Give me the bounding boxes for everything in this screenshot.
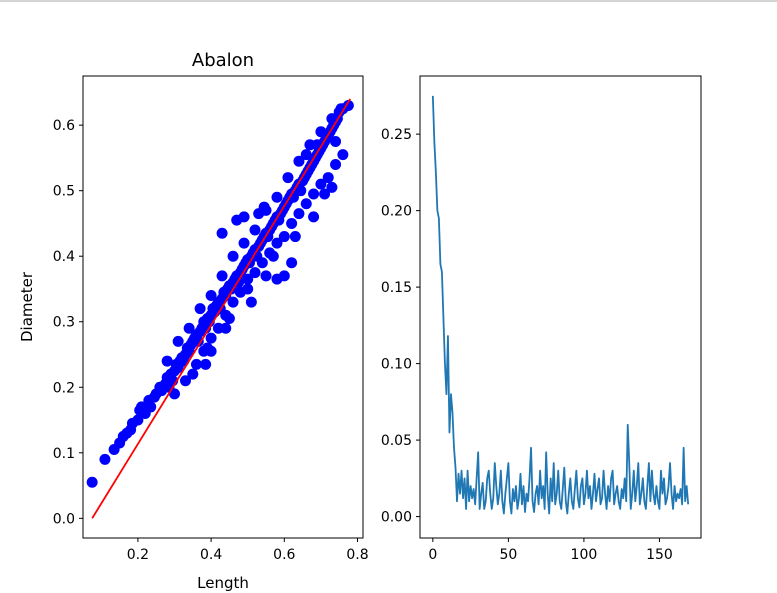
left-y-tick-label: 0.2: [53, 380, 75, 396]
scatter-point: [216, 270, 228, 282]
scatter-point: [300, 198, 312, 210]
scatter-point: [335, 103, 347, 115]
scatter-point: [238, 237, 250, 249]
regression-line: [91, 98, 351, 519]
scatter-point: [295, 185, 307, 197]
scatter-point: [242, 273, 254, 285]
scatter-point: [278, 270, 290, 282]
scatter-point: [293, 155, 305, 167]
scatter-point: [249, 267, 261, 279]
scatter-point: [330, 158, 342, 170]
scatter-point: [326, 181, 338, 193]
scatter-point: [315, 126, 327, 138]
scatter-point: [192, 335, 204, 347]
right-y-tick-label: 0.05: [381, 433, 412, 449]
window-top-border: [0, 0, 777, 2]
scatter-point: [227, 250, 239, 262]
right-x-tick-label: 100: [571, 547, 598, 563]
left-y-tick-label: 0.5: [53, 184, 75, 200]
scatter-point: [308, 211, 320, 223]
right-axes-frame: [419, 75, 702, 539]
scatter-point: [86, 476, 98, 488]
right-y-tick-label: 0.15: [381, 280, 412, 296]
scatter-point: [256, 257, 268, 269]
scatter-point: [330, 136, 342, 148]
left-x-ticks: 0.2 0.4 0.6 0.8: [127, 538, 369, 563]
left-x-tick-label: 0.4: [200, 547, 222, 563]
left-y-tick-label: 0.6: [53, 118, 75, 134]
scatter-point: [99, 453, 111, 465]
scatter-point: [223, 312, 235, 324]
scatter-point: [172, 335, 184, 347]
left-y-tick-label: 0.0: [53, 511, 75, 527]
scatter-point: [242, 283, 254, 295]
scatter-point: [161, 355, 173, 367]
left-x-tick-label: 0.8: [346, 547, 368, 563]
scatter-point: [227, 296, 239, 308]
scatter-point: [326, 113, 338, 125]
scatter-point: [289, 231, 301, 243]
scatter-point: [286, 217, 298, 229]
left-x-tick-label: 0.2: [127, 547, 149, 563]
scatter-point: [205, 332, 217, 344]
right-y-tick-label: 0.00: [381, 510, 412, 526]
scatter-point: [169, 388, 181, 400]
left-chart-title: Abalon: [192, 50, 254, 71]
scatter-point: [190, 358, 202, 370]
scatter-point: [145, 401, 157, 413]
scatter-point: [200, 358, 212, 370]
right-line-series-group: [431, 95, 690, 515]
left-x-axis-label: Length: [197, 574, 249, 592]
right-subplot: 0 50 100 150 0.00 0.05 0.10 0.15 0.20 0.25: [381, 75, 702, 563]
scatter-point: [187, 368, 199, 380]
left-y-ticks: 0.0 0.1 0.2 0.3 0.4 0.5 0.6: [53, 118, 83, 527]
right-y-tick-label: 0.10: [381, 357, 412, 373]
left-y-axis-label: Diameter: [18, 271, 36, 342]
left-subplot: 0.2 0.4 0.6 0.8 0.0 0.1 0.2 0.3 0.4 0.5 0.6 Abalo…: [18, 50, 369, 592]
scatter-point: [271, 237, 283, 249]
scatter-point: [245, 296, 257, 308]
scatter-point: [337, 149, 349, 161]
scatter-point: [308, 188, 320, 200]
left-x-tick-label: 0.6: [273, 547, 295, 563]
scatter-point: [282, 172, 294, 184]
loss-curve-line: [431, 95, 690, 515]
left-scatter-points: [86, 99, 354, 488]
scatter-point: [201, 342, 213, 354]
scatter-point: [322, 172, 334, 184]
right-x-tick-label: 0: [428, 547, 437, 563]
left-y-tick-label: 0.4: [53, 249, 75, 265]
scatter-point: [300, 149, 312, 161]
left-y-tick-label: 0.3: [53, 315, 75, 331]
left-fit-line-group: [91, 98, 351, 519]
scatter-point: [132, 414, 144, 426]
left-axes-frame: [82, 75, 364, 539]
scatter-point: [278, 231, 290, 243]
scatter-point: [216, 227, 228, 239]
scatter-point: [249, 224, 261, 236]
scatter-point: [183, 322, 195, 334]
right-y-tick-label: 0.25: [381, 127, 412, 143]
scatter-point: [293, 208, 305, 220]
scatter-point: [286, 257, 298, 269]
scatter-point: [231, 214, 243, 226]
scatter-point: [271, 191, 283, 203]
right-y-ticks: 0.00 0.05 0.10 0.15 0.20 0.25: [381, 127, 420, 526]
scatter-point: [319, 188, 331, 200]
right-x-ticks: 0 50 100 150: [428, 538, 673, 563]
scatter-point: [220, 322, 232, 334]
scatter-point: [179, 375, 191, 387]
scatter-point: [267, 250, 279, 262]
right-x-tick-label: 50: [499, 547, 517, 563]
scatter-point: [205, 290, 217, 302]
scatter-point: [258, 201, 270, 213]
scatter-point: [194, 303, 206, 315]
scatter-point: [315, 178, 327, 190]
left-y-tick-label: 0.1: [53, 446, 75, 462]
scatter-point: [260, 270, 272, 282]
right-y-tick-label: 0.20: [381, 204, 412, 220]
right-x-tick-label: 150: [646, 547, 673, 563]
